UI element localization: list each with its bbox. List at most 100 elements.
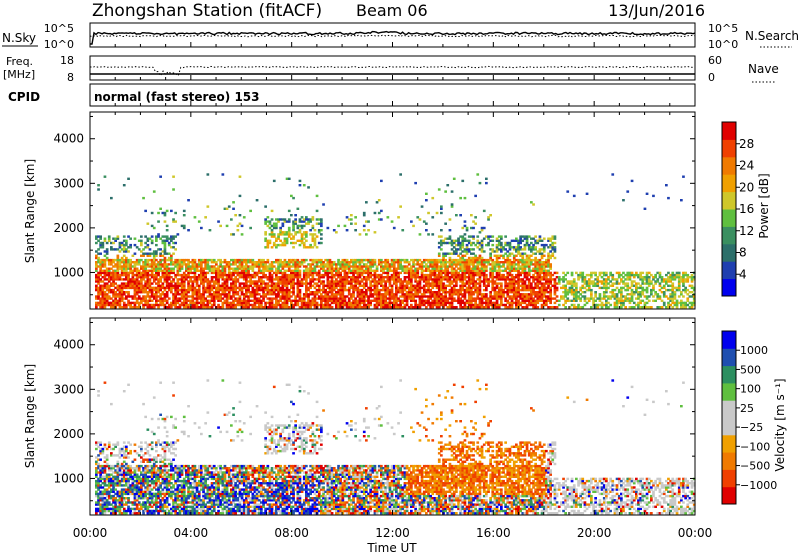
power-cell	[159, 303, 162, 307]
power-cell	[476, 278, 480, 281]
power-cell	[397, 263, 400, 266]
power-cell	[407, 276, 411, 279]
power-cell	[260, 278, 263, 281]
power-cell	[575, 271, 578, 275]
power-cell	[110, 282, 113, 285]
power-cell	[365, 258, 368, 262]
power-cell	[313, 295, 317, 298]
power-cell	[444, 286, 447, 290]
power-cell	[317, 269, 321, 272]
power-cell	[437, 254, 441, 257]
power-cell	[497, 306, 501, 309]
power-cell	[103, 239, 107, 242]
power-cell	[373, 263, 377, 266]
power-cell	[266, 269, 270, 272]
power-cell	[549, 278, 552, 281]
power-cell	[322, 303, 325, 307]
power-cell	[495, 295, 499, 298]
power-cell	[542, 295, 546, 298]
power-cell	[163, 220, 167, 223]
power-cell	[142, 295, 145, 298]
power-cell	[403, 258, 407, 262]
power-cell	[506, 250, 510, 253]
power-cell	[101, 295, 105, 298]
power-cell	[585, 280, 589, 283]
power-cell	[598, 273, 602, 277]
power-cell	[478, 254, 482, 257]
power-cell	[418, 233, 422, 236]
power-cell	[474, 222, 477, 225]
power-cell	[328, 297, 332, 300]
power-cell	[470, 297, 473, 300]
power-cell	[540, 282, 544, 285]
power-cell	[448, 263, 452, 266]
power-cell	[127, 286, 130, 290]
power-cell	[260, 301, 263, 305]
power-cell	[384, 288, 387, 292]
power-cell	[155, 267, 158, 270]
power-cell	[358, 273, 362, 277]
power-cell	[257, 288, 261, 292]
power-cell	[302, 295, 306, 298]
power-cell	[122, 269, 126, 272]
power-cell	[356, 306, 360, 309]
power-cell	[264, 301, 267, 305]
power-cell	[127, 263, 130, 266]
power-cell	[512, 284, 516, 287]
power-cell	[234, 267, 237, 270]
power-cell	[527, 263, 531, 266]
power-cell	[116, 271, 120, 275]
power-cell	[294, 214, 297, 217]
power-cell	[547, 286, 550, 290]
power-cell	[527, 258, 531, 262]
power-cell	[405, 293, 409, 296]
power-cell	[517, 299, 520, 302]
power-cell	[219, 261, 222, 264]
power-cell	[392, 265, 396, 268]
power-cell	[418, 299, 422, 302]
power-cell	[236, 297, 240, 300]
power-cell	[440, 284, 443, 287]
power-cell	[510, 301, 514, 305]
power-cell	[463, 254, 467, 257]
power-cell	[395, 258, 398, 262]
power-cell	[566, 282, 570, 285]
power-cell	[388, 263, 392, 266]
power-cell	[369, 286, 372, 290]
power-cell	[185, 291, 188, 294]
power-cell	[457, 299, 460, 302]
power-cell	[495, 282, 499, 285]
power-cell	[107, 303, 111, 307]
power-cell	[97, 291, 100, 294]
power-cell	[562, 303, 565, 307]
power-cell	[264, 288, 267, 292]
power-cell	[587, 278, 591, 281]
power-cell	[195, 280, 199, 283]
power-cell	[103, 265, 107, 268]
power-cell	[380, 263, 383, 266]
power-cell	[442, 299, 445, 302]
power-cell	[437, 293, 441, 296]
power-cell	[221, 301, 225, 305]
power-cell	[170, 237, 173, 240]
power-cell	[257, 303, 261, 307]
power-cell	[120, 256, 124, 260]
power-cell	[500, 288, 503, 292]
power-cell	[382, 267, 385, 270]
power-cell	[272, 235, 276, 238]
power-cell	[570, 282, 574, 285]
power-cell	[420, 286, 424, 290]
power-cell	[562, 278, 565, 281]
power-cell	[307, 218, 310, 221]
power-cell	[540, 248, 544, 251]
power-cell	[197, 297, 201, 300]
power-cell	[322, 286, 325, 290]
power-cell	[315, 271, 319, 275]
power-cell	[107, 258, 111, 262]
power-cell	[465, 301, 469, 305]
power-cell	[422, 261, 426, 264]
power-cell	[167, 263, 171, 266]
power-cell	[416, 293, 420, 296]
power-cell	[433, 280, 437, 283]
power-cell	[401, 306, 405, 309]
